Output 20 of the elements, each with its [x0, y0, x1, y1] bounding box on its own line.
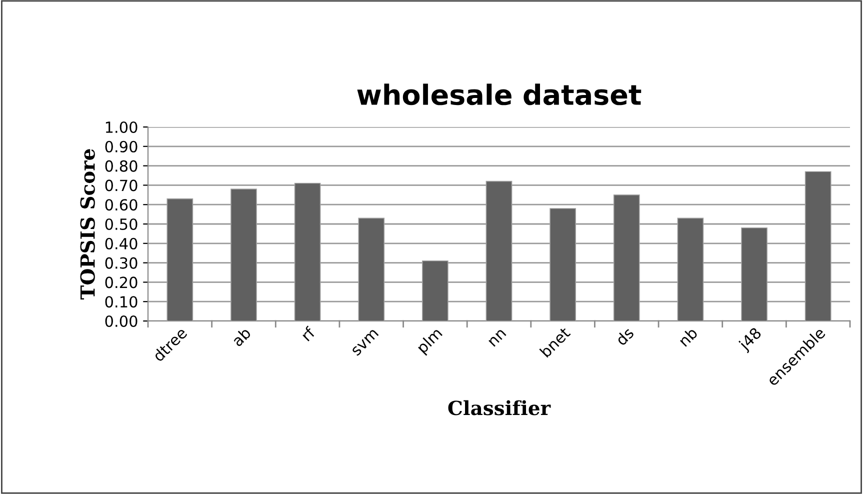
- y-tick-label: 0.70: [105, 180, 138, 192]
- y-tick-label: 0.20: [105, 276, 138, 288]
- x-axis-title: Classifier: [448, 400, 551, 416]
- y-tick-label: 1.00: [106, 121, 138, 134]
- y-tick-label: 0.00: [105, 315, 138, 328]
- y-tick-label: 0.30: [105, 257, 138, 269]
- y-tick-label: 0.60: [105, 199, 138, 211]
- y-tick-label: 0.90: [105, 140, 138, 152]
- chart-title: wholesale dataset: [357, 84, 642, 106]
- x-tick-label: ab: [230, 326, 252, 348]
- y-tick-label: 0.80: [105, 160, 138, 172]
- y-tick-label: 0.10: [105, 296, 138, 308]
- y-axis-title: TOPSIS Score: [80, 149, 95, 300]
- x-tick-label: j48: [737, 326, 764, 354]
- x-tick-label: ds: [614, 326, 634, 346]
- x-tick-label: nn: [488, 328, 506, 347]
- y-tick-label: 0.50: [105, 218, 138, 230]
- x-tick-label: nb: [678, 326, 698, 347]
- y-tick-label: 0.40: [105, 238, 138, 250]
- x-tick-label: rf: [300, 326, 316, 342]
